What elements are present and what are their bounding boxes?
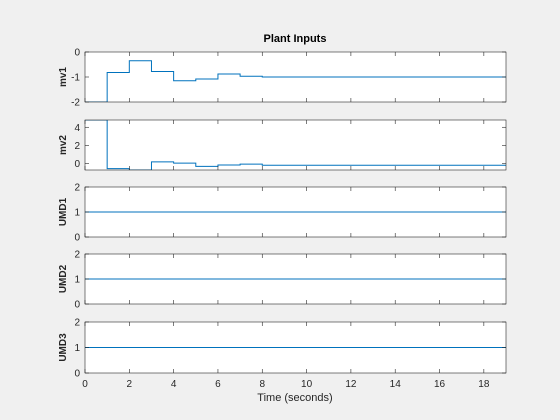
chart-title: Plant Inputs bbox=[264, 33, 327, 45]
x-tick-label: 2 bbox=[127, 379, 133, 390]
y-tick-label: 1 bbox=[74, 275, 80, 286]
y-tick-label: -1 bbox=[71, 73, 80, 84]
y-tick-label: 0 bbox=[74, 233, 80, 244]
y-tick-label: 0 bbox=[74, 369, 80, 380]
y-tick-label: 0 bbox=[74, 48, 80, 59]
y-tick-label: 1 bbox=[74, 208, 80, 219]
subplot-1: -2 -1 0 mv1 bbox=[58, 48, 507, 109]
plot-area bbox=[85, 120, 506, 170]
x-tick-label: 4 bbox=[171, 379, 177, 390]
y-tick-label: 2 bbox=[74, 318, 80, 329]
y-tick-label: 2 bbox=[74, 250, 80, 261]
x-axis-label: Time (seconds) bbox=[257, 392, 332, 404]
y-tick-label: 1 bbox=[74, 343, 80, 354]
x-tick-label: 0 bbox=[82, 379, 88, 390]
x-tick-label: 8 bbox=[259, 379, 265, 390]
y-axis-label-UMD1: UMD1 bbox=[58, 197, 69, 226]
y-tick-label: -2 bbox=[71, 98, 80, 109]
y-tick-label: 2 bbox=[74, 183, 80, 194]
y-axis-label-UMD3: UMD3 bbox=[58, 333, 69, 362]
y-axis-label-mv2: mv2 bbox=[58, 135, 69, 155]
y-tick-label: 0 bbox=[74, 300, 80, 311]
x-tick-label: 14 bbox=[390, 379, 402, 390]
x-tick-label: 16 bbox=[434, 379, 446, 390]
axes-box bbox=[84, 119, 507, 171]
x-tick-label: 18 bbox=[478, 379, 490, 390]
subplot-4: 0 1 2 UMD2 bbox=[58, 250, 507, 311]
subplot-3: 0 1 2 UMD1 bbox=[58, 183, 507, 244]
x-tick-label: 10 bbox=[301, 379, 313, 390]
subplot-2: 0 2 4 mv2 bbox=[58, 119, 507, 171]
y-tick-label: 2 bbox=[74, 141, 80, 152]
y-axis-label-mv1: mv1 bbox=[58, 67, 69, 87]
y-tick-label: 4 bbox=[74, 123, 80, 134]
y-tick-label: 0 bbox=[74, 159, 80, 170]
series-line-mv1 bbox=[85, 60, 506, 102]
x-tick-label: 12 bbox=[345, 379, 357, 390]
y-axis-label-UMD2: UMD2 bbox=[58, 264, 69, 293]
x-tick-label: 6 bbox=[215, 379, 221, 390]
